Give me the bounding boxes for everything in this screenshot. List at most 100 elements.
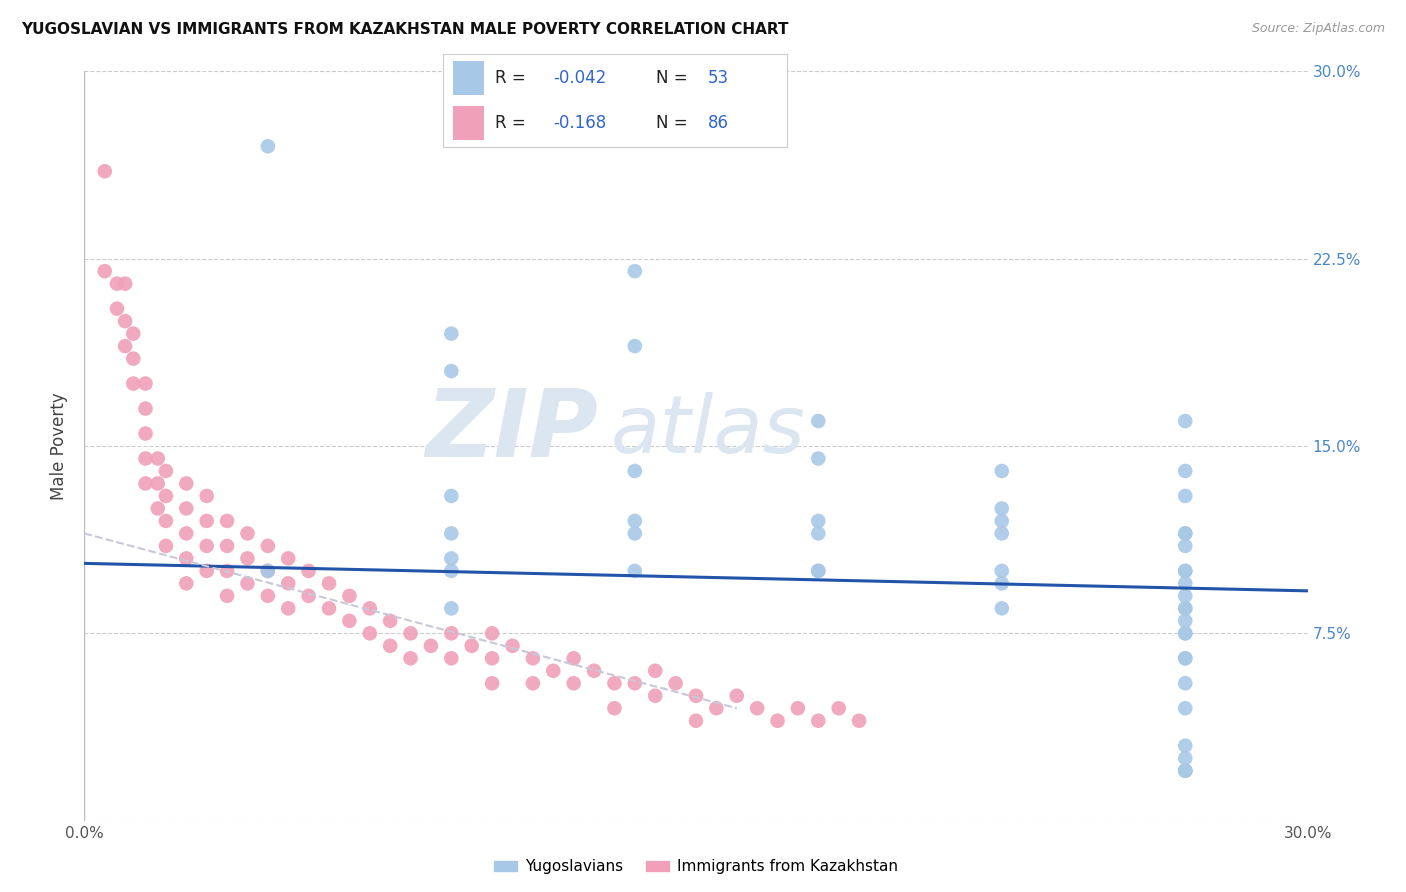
Point [359,601,381,615]
Text: R =: R = [495,69,530,87]
Point [440,364,463,378]
Point [807,564,830,578]
Point [440,551,463,566]
Point [277,576,299,591]
Point [380,614,402,628]
Text: -0.168: -0.168 [553,114,606,132]
Point [685,714,707,728]
Point [174,526,197,541]
Point [543,664,565,678]
Point [217,564,239,578]
Point [665,676,688,690]
Point [195,489,218,503]
Point [114,314,136,328]
Point [1174,576,1197,591]
FancyBboxPatch shape [453,61,484,95]
Point [195,514,218,528]
Point [1174,601,1197,615]
Point [583,664,606,678]
Point [1174,676,1197,690]
Point [155,539,177,553]
Point [624,264,647,278]
Point [174,551,197,566]
Point [298,589,321,603]
Point [807,714,830,728]
Point [1174,539,1197,553]
Point [603,701,626,715]
Point [1174,464,1197,478]
Point [1174,589,1197,603]
Point [1174,751,1197,765]
Text: YUGOSLAVIAN VS IMMIGRANTS FROM KAZAKHSTAN MALE POVERTY CORRELATION CHART: YUGOSLAVIAN VS IMMIGRANTS FROM KAZAKHSTA… [21,22,789,37]
Point [257,589,280,603]
Point [135,451,157,466]
Point [174,501,197,516]
Point [725,689,748,703]
Point [522,676,544,690]
Point [1174,651,1197,665]
Point [380,639,402,653]
Point [93,264,115,278]
Point [257,539,280,553]
Point [991,601,1014,615]
Point [1174,489,1197,503]
Point [706,701,728,715]
Point [807,526,830,541]
Point [114,277,136,291]
Point [420,639,443,653]
Point [257,139,280,153]
Point [257,564,280,578]
Point [1174,414,1197,428]
Point [481,626,503,640]
Text: atlas: atlas [610,392,806,470]
Point [135,401,157,416]
Point [440,626,463,640]
Point [1174,626,1197,640]
Point [624,564,647,578]
Point [440,489,463,503]
Point [1174,614,1197,628]
Point [146,476,169,491]
Text: N =: N = [657,69,693,87]
Point [1174,526,1197,541]
Point [135,476,157,491]
Point [318,576,340,591]
Point [807,451,830,466]
FancyBboxPatch shape [453,106,484,140]
Point [217,589,239,603]
Point [562,676,585,690]
Point [195,539,218,553]
Point [122,326,145,341]
Text: N =: N = [657,114,693,132]
Point [1174,739,1197,753]
Y-axis label: Male Poverty: Male Poverty [51,392,69,500]
Point [807,414,830,428]
Point [624,526,647,541]
Point [440,651,463,665]
Text: R =: R = [495,114,530,132]
Point [481,676,503,690]
Point [1174,626,1197,640]
Point [339,614,361,628]
Point [135,426,157,441]
Point [991,576,1014,591]
Point [440,114,463,128]
Point [624,464,647,478]
Point [1174,764,1197,778]
Text: -0.042: -0.042 [553,69,606,87]
Point [399,651,422,665]
Point [155,514,177,528]
Point [481,651,503,665]
Point [359,626,381,640]
Point [624,676,647,690]
Point [991,526,1014,541]
Point [440,526,463,541]
Point [236,576,259,591]
Point [318,601,340,615]
Text: 86: 86 [709,114,730,132]
Point [644,689,666,703]
Point [502,639,524,653]
Point [122,376,145,391]
Point [1174,526,1197,541]
Point [787,701,810,715]
